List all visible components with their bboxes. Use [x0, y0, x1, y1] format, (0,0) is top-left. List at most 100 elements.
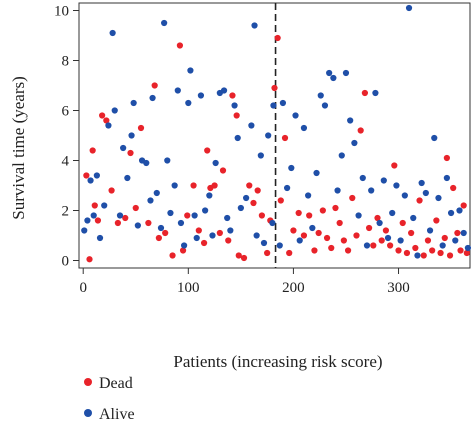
x-tick-label: 0: [79, 280, 87, 296]
data-point-alive: [288, 164, 295, 172]
data-point-alive: [164, 157, 171, 164]
data-point-dead: [258, 212, 265, 219]
data-point-alive: [452, 237, 459, 244]
data-point-alive: [347, 117, 354, 124]
data-point-alive: [313, 169, 320, 177]
data-point-dead: [99, 112, 106, 119]
data-point-dead: [91, 202, 98, 209]
data-point-alive: [359, 174, 366, 182]
data-point-alive: [153, 189, 160, 197]
data-point-dead: [399, 219, 406, 227]
data-point-dead: [250, 199, 257, 207]
data-point-alive: [87, 177, 94, 184]
data-point-alive: [197, 92, 205, 99]
data-point-dead: [457, 247, 464, 254]
data-point-dead: [195, 227, 202, 234]
data-point-dead: [271, 84, 278, 92]
data-point-alive: [276, 242, 283, 249]
legend: Dead Alive: [84, 375, 135, 423]
data-point-alive: [191, 212, 198, 219]
data-point-dead: [145, 219, 152, 227]
data-point-alive: [212, 159, 219, 167]
data-point-dead: [286, 249, 293, 257]
data-point-alive: [253, 232, 260, 239]
legend-label-alive: Alive: [99, 406, 135, 423]
data-point-dead: [412, 244, 419, 252]
x-tick-label: 300: [387, 280, 410, 296]
legend-marker-dead: [84, 378, 92, 386]
x-tick-label: 200: [282, 280, 305, 296]
data-point-alive: [321, 102, 329, 109]
data-point-alive: [90, 212, 97, 219]
data-point-dead: [382, 227, 390, 234]
data-point-alive: [202, 207, 209, 214]
data-point-alive: [130, 99, 137, 107]
data-point-dead: [374, 214, 381, 222]
data-point-alive: [260, 239, 268, 247]
data-point-alive: [330, 74, 337, 82]
legend-marker-alive: [84, 409, 92, 417]
data-point-alive: [96, 234, 104, 242]
data-point-dead: [336, 219, 343, 227]
data-points: [81, 4, 471, 263]
data-point-alive: [426, 227, 434, 234]
data-point-alive: [355, 212, 362, 219]
data-point-dead: [328, 244, 335, 252]
data-point-alive: [363, 242, 371, 249]
data-point-alive: [147, 197, 154, 204]
data-point-dead: [357, 127, 364, 134]
data-point-dead: [443, 154, 450, 162]
data-point-dead: [353, 232, 360, 239]
data-point-alive: [93, 172, 100, 179]
data-point-alive: [305, 192, 312, 199]
data-point-alive: [422, 189, 429, 197]
data-point-alive: [134, 222, 141, 229]
data-point-dead: [108, 187, 115, 194]
data-point-dead: [391, 162, 398, 169]
data-point-alive: [187, 67, 194, 74]
data-point-dead: [240, 254, 248, 262]
data-point-alive: [439, 242, 446, 249]
data-point-alive: [405, 4, 413, 12]
data-point-alive: [220, 87, 228, 94]
data-point-alive: [292, 112, 299, 119]
data-point-dead: [122, 214, 129, 222]
data-point-alive: [227, 227, 234, 234]
data-point-alive: [265, 132, 272, 139]
data-point-dead: [361, 89, 368, 97]
legend-label-dead: Dead: [99, 375, 133, 392]
data-point-alive: [414, 252, 421, 259]
data-point-dead: [264, 249, 271, 257]
data-point-dead: [311, 247, 318, 254]
data-point-dead: [290, 227, 297, 234]
data-point-alive: [171, 182, 178, 189]
data-point-dead: [454, 229, 461, 237]
data-point-alive: [116, 212, 124, 219]
data-point-dead: [460, 202, 467, 209]
x-axis-ticks: 0 100 200 300: [79, 268, 410, 296]
data-point-dead: [450, 184, 457, 192]
data-point-alive: [443, 174, 450, 182]
data-point-alive: [372, 89, 379, 97]
data-point-dead: [446, 252, 454, 259]
data-point-alive: [384, 234, 392, 242]
data-point-alive: [418, 179, 425, 187]
data-point-dead: [155, 234, 162, 242]
data-point-dead: [137, 124, 145, 132]
data-point-dead: [306, 212, 313, 219]
data-point-dead: [114, 219, 121, 227]
data-point-dead: [94, 217, 102, 224]
data-point-alive: [431, 134, 438, 142]
data-point-dead: [151, 82, 158, 89]
data-point-dead: [403, 249, 411, 257]
data-point-dead: [332, 204, 339, 212]
data-point-alive: [243, 194, 250, 202]
data-point-dead: [225, 237, 232, 244]
data-point-alive: [124, 174, 131, 182]
data-point-alive: [185, 99, 192, 107]
data-point-dead: [200, 239, 208, 247]
data-point-dead: [437, 249, 444, 257]
data-point-alive: [376, 219, 383, 227]
data-point-alive: [410, 214, 417, 222]
